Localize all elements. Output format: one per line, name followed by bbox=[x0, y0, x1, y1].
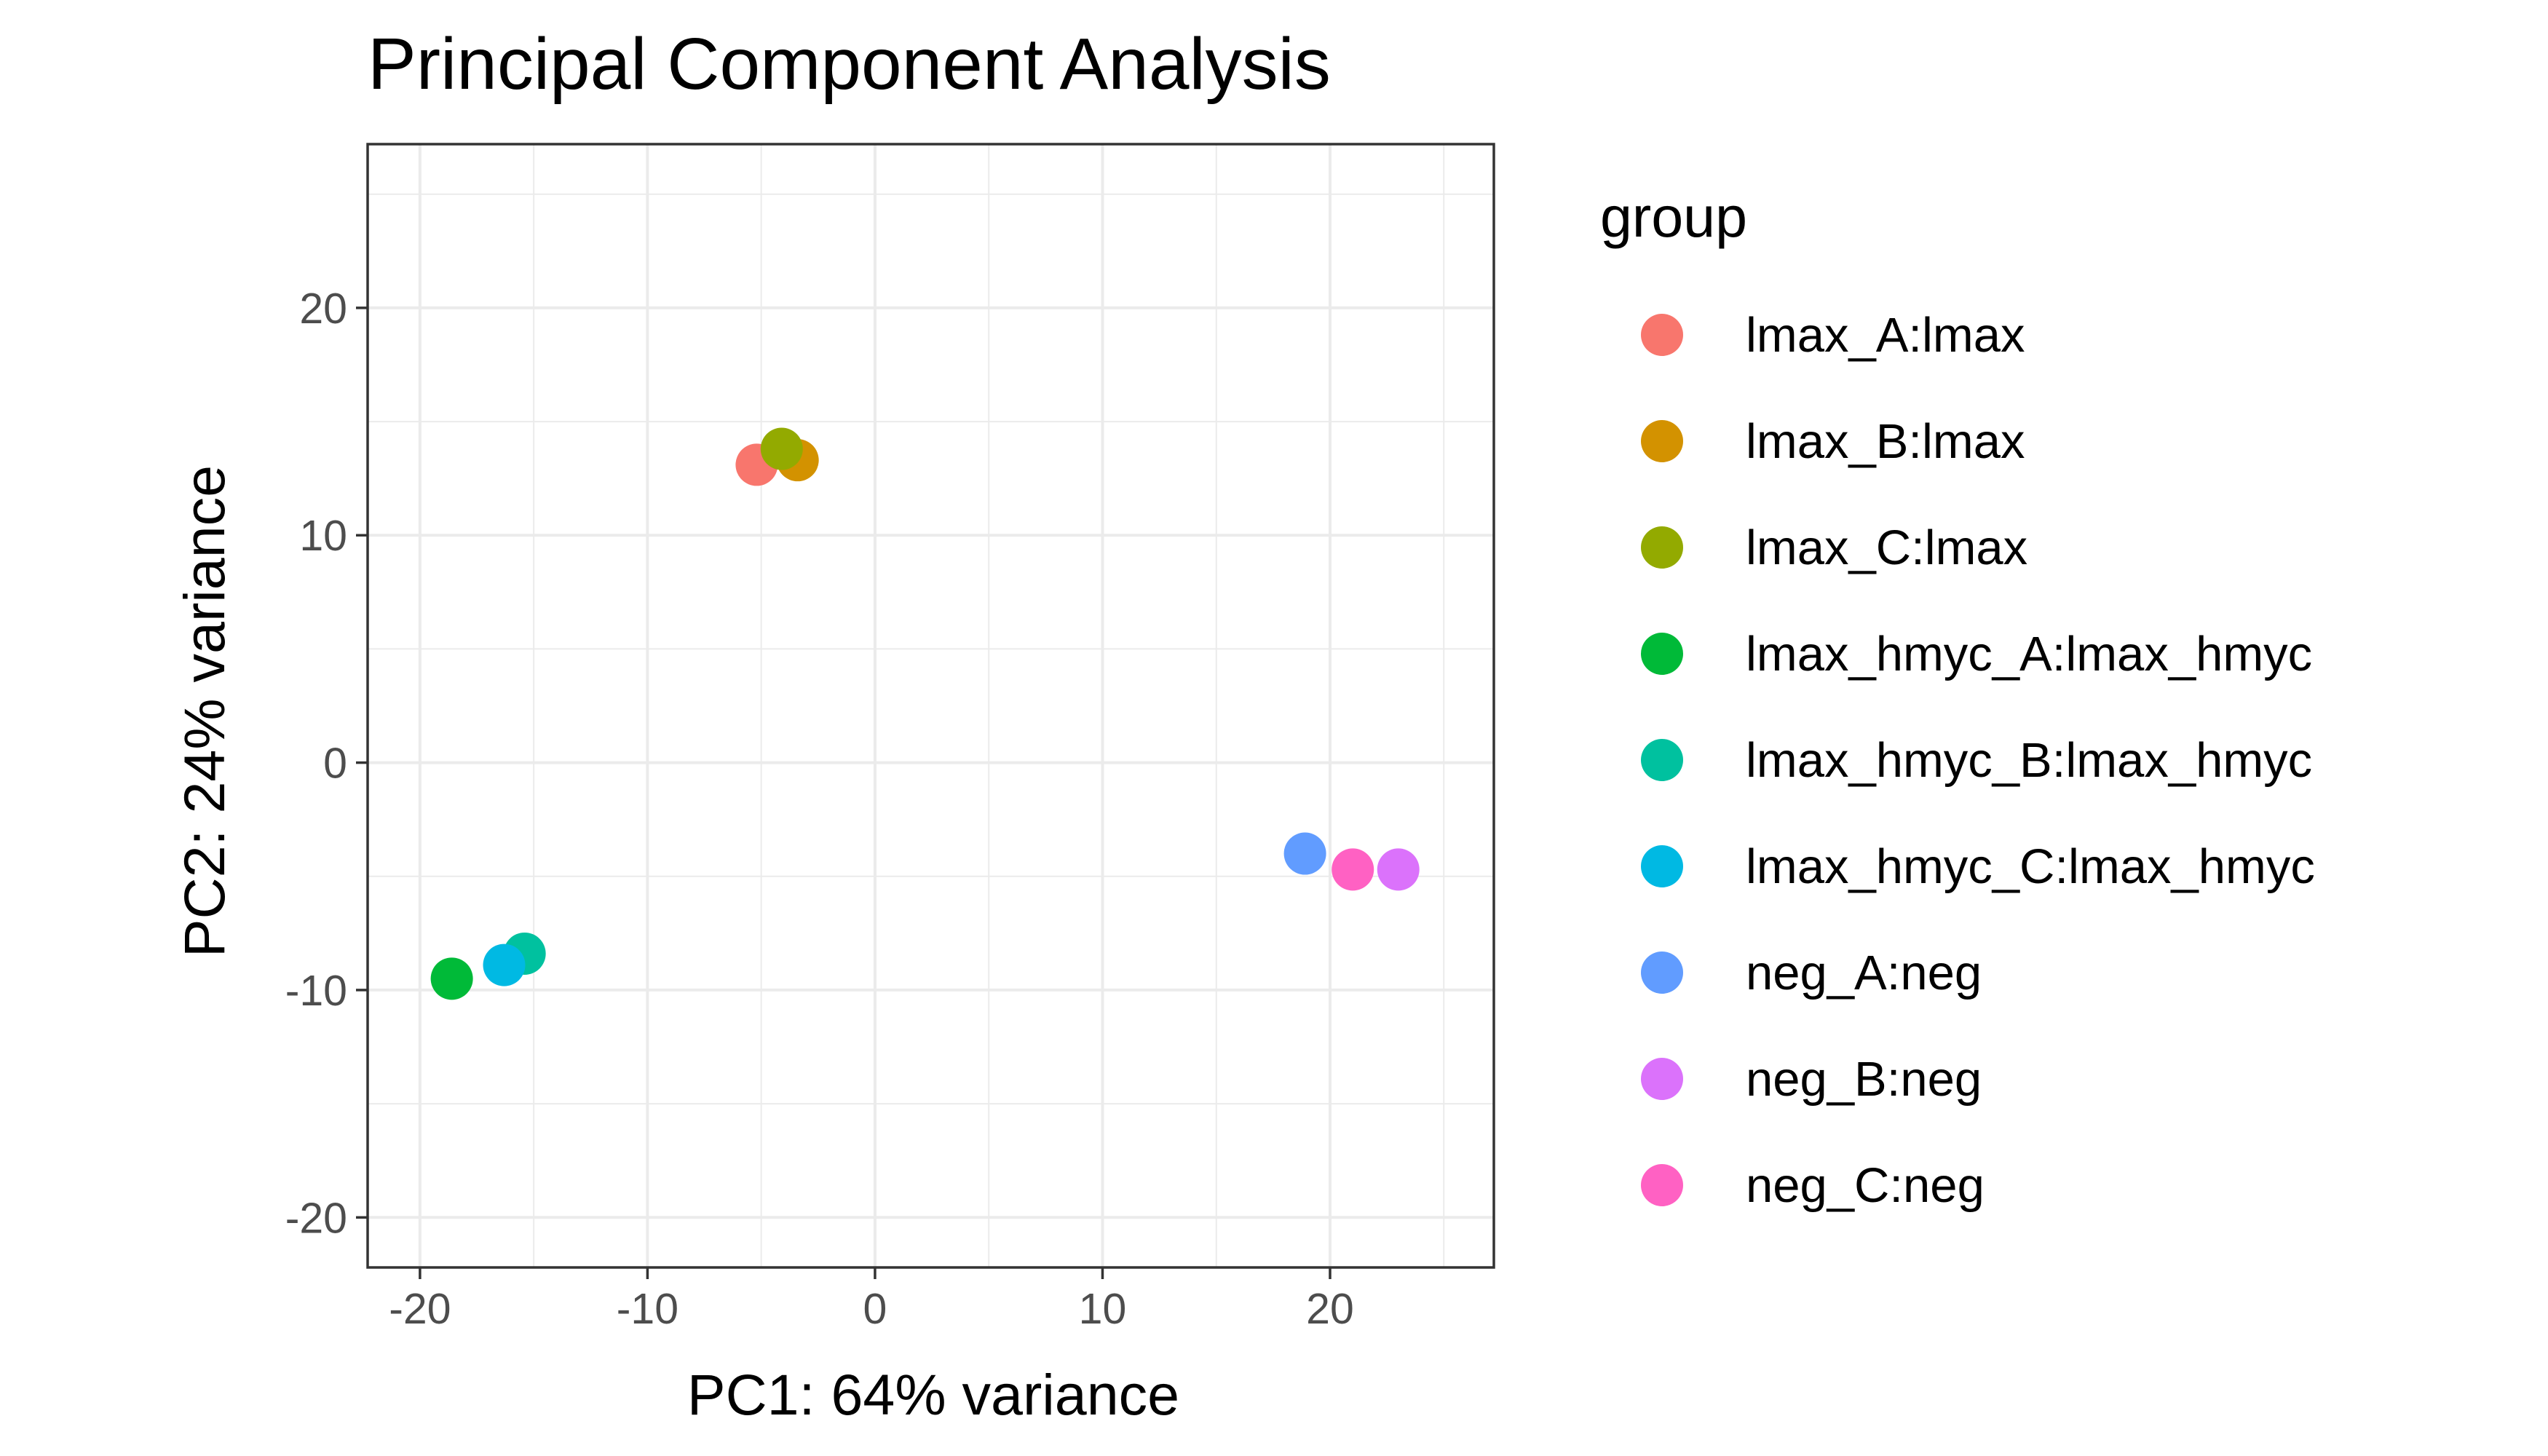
legend-label: lmax_hmyc_A:lmax_hmyc bbox=[1746, 627, 2312, 681]
legend-label: lmax_C:lmax bbox=[1746, 521, 2027, 575]
data-point bbox=[1377, 848, 1420, 891]
legend-key bbox=[1641, 845, 1683, 887]
grid-major bbox=[368, 144, 1494, 1267]
legend-label: lmax_A:lmax bbox=[1746, 308, 2025, 363]
legend-title: group bbox=[1600, 184, 1747, 249]
legend-key bbox=[1641, 1164, 1683, 1206]
y-tick-label: 20 bbox=[299, 285, 347, 333]
legend-key bbox=[1641, 526, 1683, 569]
chart-title: Principal Component Analysis bbox=[368, 23, 1331, 105]
legend-label: neg_C:neg bbox=[1746, 1158, 1985, 1213]
legend-items: lmax_A:lmax lmax_B:lmax lmax_C:lmax lmax_hm… bbox=[1641, 308, 2315, 1213]
x-tick-label: 0 bbox=[863, 1285, 887, 1333]
legend-key bbox=[1641, 739, 1683, 781]
y-tick-label: -10 bbox=[285, 967, 347, 1015]
y-axis-title: PC2: 24% variance bbox=[172, 465, 237, 957]
data-point bbox=[1332, 848, 1374, 891]
legend-label: neg_B:neg bbox=[1746, 1052, 1982, 1107]
legend-key bbox=[1641, 314, 1683, 356]
data-point bbox=[1283, 832, 1326, 875]
legend-key bbox=[1641, 1058, 1683, 1100]
legend-key bbox=[1641, 420, 1683, 462]
data-point bbox=[483, 943, 526, 986]
legend-key bbox=[1641, 633, 1683, 675]
legend: group lmax_A:lmaxlmax_B:lmaxlmax_C:lmaxl… bbox=[1600, 184, 2315, 1213]
y-tick-label: 10 bbox=[299, 512, 347, 560]
legend-label: lmax_hmyc_C:lmax_hmyc bbox=[1746, 839, 2315, 894]
x-tick-label: -10 bbox=[617, 1285, 678, 1333]
legend-label: lmax_B:lmax bbox=[1746, 414, 2025, 469]
x-axis-title: PC1: 64% variance bbox=[687, 1362, 1179, 1427]
plot-panel-border bbox=[366, 143, 1495, 1269]
y-tick-label: 0 bbox=[323, 740, 347, 788]
y-tick-label: -20 bbox=[285, 1194, 347, 1242]
legend-key bbox=[1641, 951, 1683, 994]
y-axis-ticks: -20 -10 0 10 20 bbox=[285, 285, 368, 1242]
x-tick-label: 20 bbox=[1306, 1285, 1354, 1333]
data-points bbox=[430, 427, 1420, 1000]
legend-label: neg_A:neg bbox=[1746, 946, 1982, 1000]
x-tick-label: -20 bbox=[389, 1285, 451, 1333]
x-tick-label: 10 bbox=[1079, 1285, 1127, 1333]
x-axis-ticks: -20 -10 0 10 20 bbox=[389, 1267, 1354, 1333]
legend-label: lmax_hmyc_B:lmax_hmyc bbox=[1746, 733, 2312, 788]
data-point bbox=[760, 427, 803, 470]
grid-minor bbox=[368, 144, 1494, 1267]
data-point bbox=[430, 957, 473, 1000]
